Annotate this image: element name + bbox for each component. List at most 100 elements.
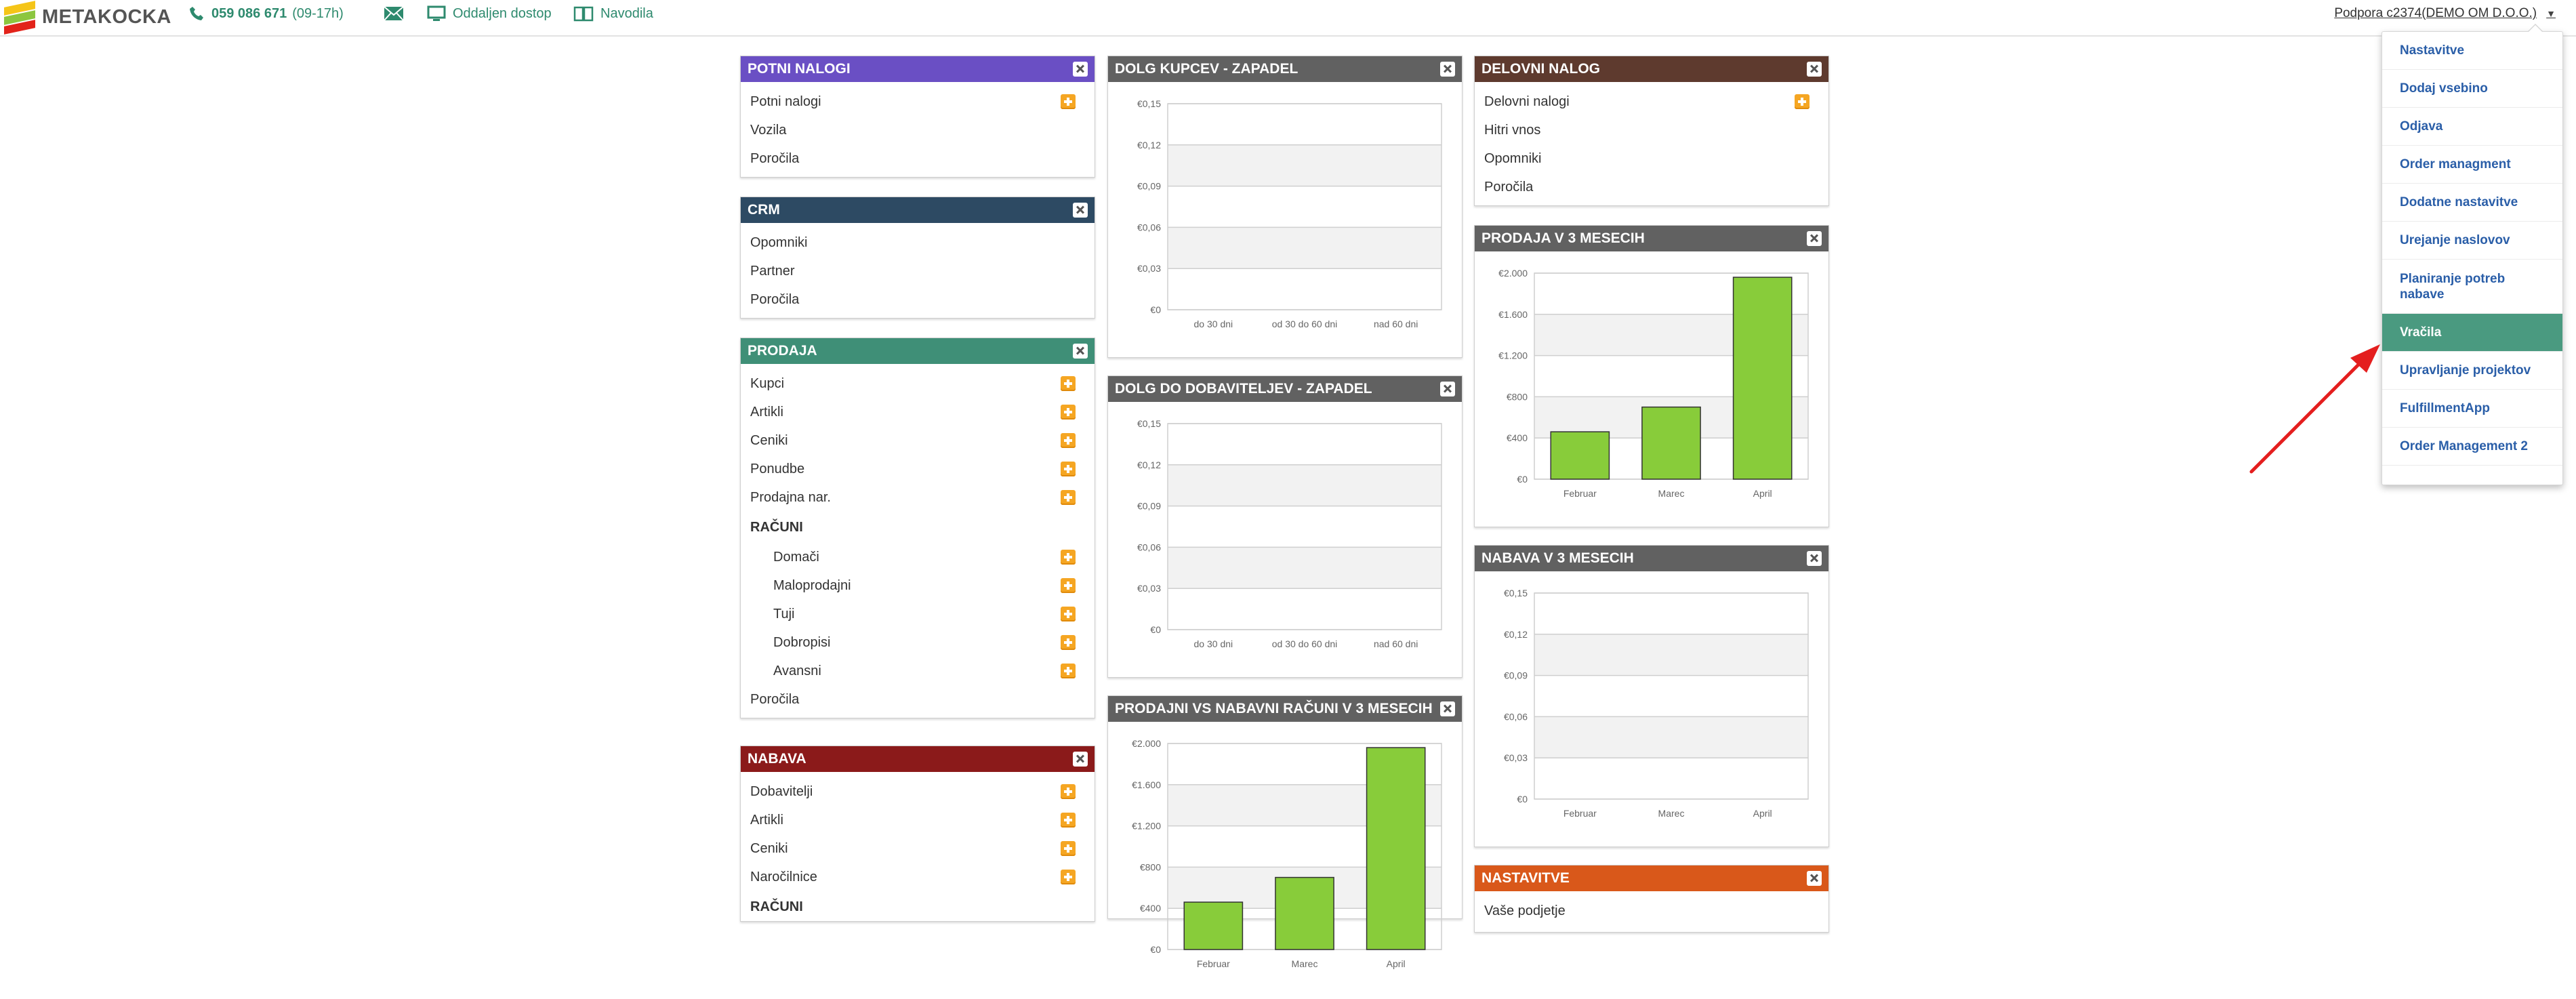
widget-title: DOLG DO DOBAVITELJEV - ZAPADEL [1115,381,1372,396]
remote-access-link[interactable]: Oddaljen dostop [427,0,552,27]
logo-text: METAKOCKA [42,5,171,28]
widget-title: POTNI NALOGI [748,61,851,77]
add-icon[interactable] [1795,94,1810,109]
add-icon[interactable] [1061,433,1076,448]
menu-item-urejanje-naslovov[interactable]: Urejanje naslovov [2382,222,2562,260]
menu-item-porocila[interactable]: Poročila [1475,173,1828,201]
chart-bar[interactable] [1183,901,1244,950]
menu-item-label: Opomniki [1484,150,1542,166]
add-icon[interactable] [1061,550,1076,565]
close-icon[interactable] [1807,231,1822,246]
menu-item-delovni-nalogi[interactable]: Delovni nalogi [1475,87,1828,116]
menu-item-porocila[interactable]: Poročila [741,144,1095,173]
add-icon[interactable] [1061,405,1076,420]
menu-item-ponudbe[interactable]: Ponudbe [741,455,1095,483]
menu-item-domaci[interactable]: Domači [741,543,1095,571]
close-icon[interactable] [1073,62,1088,77]
menu-item-ceniki[interactable]: Ceniki [741,834,1095,863]
add-icon[interactable] [1061,813,1076,828]
add-icon[interactable] [1061,376,1076,391]
menu-item-nastavitve[interactable]: Nastavitve [2382,32,2562,70]
menu-item-upravljanje-projektov[interactable]: Upravljanje projektov [2382,352,2562,390]
logo[interactable]: METAKOCKA [4,0,171,35]
menu-item-dobavitelji[interactable]: Dobavitelji [741,777,1095,806]
menu-item-label: Naročilnice [750,869,817,884]
grid-band [1534,634,1808,676]
menu-item-kupci[interactable]: Kupci [741,369,1095,398]
menu-item-vozila[interactable]: Vozila [741,116,1095,144]
add-icon[interactable] [1061,490,1076,505]
close-icon[interactable] [1440,701,1455,716]
menu-item-porocila[interactable]: Poročila [741,285,1095,314]
phone-contact[interactable]: 059 086 671 (09-17h) [188,0,344,27]
chart-bar[interactable] [1366,747,1426,950]
close-icon[interactable] [1807,62,1822,77]
widget-header: NASTAVITVE [1475,865,1828,891]
menu-item-label: Hitri vnos [1484,122,1541,138]
menu-item-tuji[interactable]: Tuji [741,600,1095,628]
menu-item-prodajna-nar[interactable]: Prodajna nar. [741,483,1095,512]
x-tick-label: nad 60 dni [1374,638,1418,649]
add-icon[interactable] [1061,578,1076,593]
widget-header: DOLG KUPCEV - ZAPADEL [1108,56,1462,82]
y-tick-label: €0,06 [1137,222,1161,232]
close-icon[interactable] [1807,871,1822,886]
menu-item-narocilnice[interactable]: Naročilnice [741,863,1095,891]
menu-item-opomniki[interactable]: Opomniki [741,228,1095,257]
grid-band [1534,716,1808,758]
widget-prodaja-3-mesecih: PRODAJA V 3 MESECIH €0 €400 €800 €1.200 €1.6… [1474,225,1829,527]
chart-bar[interactable] [1732,277,1793,480]
menu-item-fulfillmentapp[interactable]: FulfillmentApp [2382,390,2562,428]
widget-header: POTNI NALOGI [741,56,1095,82]
menu-item-planiranje-potreb-nabave[interactable]: Planiranje potreb nabave [2382,260,2562,314]
menu-item-label: Artikli [750,812,783,828]
menu-item-dobropisi[interactable]: Dobropisi [741,628,1095,657]
y-tick-label: €0,03 [1504,752,1528,763]
y-tick-label: €2.000 [1498,268,1528,279]
menu-item-order-managment[interactable]: Order managment [2382,146,2562,184]
menu-item-maloprodajni[interactable]: Maloprodajni [741,571,1095,600]
email-link[interactable] [384,0,411,27]
section-label: RAČUNI [750,899,803,914]
menu-item-artikli[interactable]: Artikli [741,806,1095,834]
menu-item-dodatne-nastavitve[interactable]: Dodatne nastavitve [2382,184,2562,222]
chart-bar[interactable] [1275,876,1334,950]
close-icon[interactable] [1073,344,1088,359]
add-icon[interactable] [1061,607,1076,621]
menu-item-ceniki[interactable]: Ceniki [741,426,1095,455]
close-icon[interactable] [1440,62,1455,77]
menu-item-partner[interactable]: Partner [741,257,1095,285]
y-tick-label: €0,09 [1137,181,1161,192]
menu-item-porocila[interactable]: Poročila [741,685,1095,714]
user-menu-toggle[interactable]: Podpora c2374(DEMO OM D.O.O.) ▼ [2334,0,2556,27]
widget-delovni-nalog: DELOVNI NALOG Delovni nalogi Hitri vnos … [1474,56,1829,206]
add-icon[interactable] [1061,462,1076,476]
menu-item-opomniki[interactable]: Opomniki [1475,144,1828,173]
dropdown-notch-inner [2528,25,2543,33]
chart-bar[interactable] [1641,406,1701,480]
x-tick-label: od 30 do 60 dni [1272,638,1338,649]
instructions-link[interactable]: Navodila [573,0,653,27]
menu-item-odjava[interactable]: Odjava [2382,108,2562,146]
menu-item-potni-nalogi[interactable]: Potni nalogi [741,87,1095,116]
close-icon[interactable] [1073,203,1088,218]
close-icon[interactable] [1807,551,1822,566]
menu-item-vracila[interactable]: Vračila [2382,314,2562,352]
add-icon[interactable] [1061,94,1076,109]
menu-item-avansni[interactable]: Avansni [741,657,1095,685]
close-icon[interactable] [1073,752,1088,767]
menu-item-vase-podjetje[interactable]: Vaše podjetje [1475,897,1828,925]
menu-item-hitri-vnos[interactable]: Hitri vnos [1475,116,1828,144]
chart-bar[interactable] [1550,431,1610,480]
menu-item-order-management-2[interactable]: Order Management 2 [2382,428,2562,466]
menu-item-artikli[interactable]: Artikli [741,398,1095,426]
close-icon[interactable] [1440,382,1455,396]
add-icon[interactable] [1061,664,1076,678]
y-tick-label: €0,09 [1504,670,1528,681]
add-icon[interactable] [1061,841,1076,856]
add-icon[interactable] [1061,635,1076,650]
add-icon[interactable] [1061,784,1076,799]
chart-dolg-kupcev: €0 €0,03 €0,06 €0,09 €0,12 €0,15 do 30 dni od 3… [1137,98,1442,329]
menu-item-dodaj-vsebino[interactable]: Dodaj vsebino [2382,70,2562,108]
add-icon[interactable] [1061,870,1076,884]
